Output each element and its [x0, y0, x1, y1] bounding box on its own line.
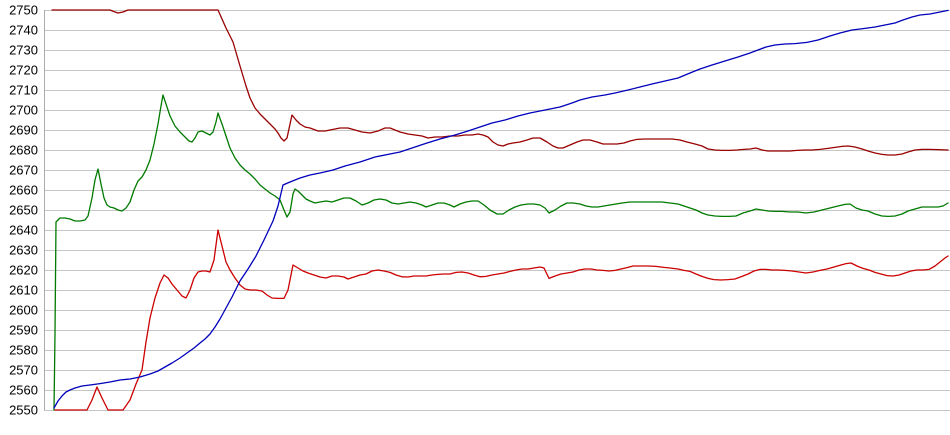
y-axis-tick-label: 2600	[9, 303, 38, 318]
series-red-line	[54, 229, 949, 411]
series-blue-line	[53, 9, 949, 409]
y-axis-tick-label: 2610	[9, 283, 38, 298]
y-axis-tick-label: 2590	[9, 323, 38, 338]
series-maroon-line	[51, 9, 949, 156]
y-axis-tick-label: 2650	[9, 203, 38, 218]
series-green-line	[53, 94, 949, 411]
y-axis-tick-label: 2720	[9, 63, 38, 78]
y-axis-tick-label: 2750	[9, 3, 38, 18]
y-axis-tick-label: 2620	[9, 263, 38, 278]
y-axis-tick-label: 2700	[9, 103, 38, 118]
y-axis-tick-label: 2660	[9, 183, 38, 198]
y-axis-tick-label: 2670	[9, 163, 38, 178]
y-axis-tick-label: 2740	[9, 23, 38, 38]
y-axis-tick-label: 2680	[9, 143, 38, 158]
y-axis-tick-label: 2690	[9, 123, 38, 138]
y-axis-tick-label: 2640	[9, 223, 38, 238]
y-axis-tick-label: 2730	[9, 43, 38, 58]
y-axis-tick-label: 2710	[9, 83, 38, 98]
y-axis-tick-label: 2630	[9, 243, 38, 258]
y-axis-tick-label: 2580	[9, 343, 38, 358]
y-axis-tick-label: 2560	[9, 383, 38, 398]
y-axis-tick-label: 2570	[9, 363, 38, 378]
y-axis-tick-label: 2550	[9, 403, 38, 418]
